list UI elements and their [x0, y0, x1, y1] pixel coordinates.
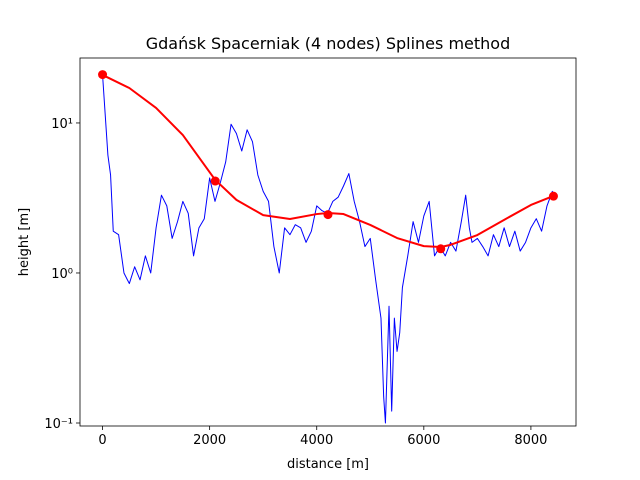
- x-tick-label: 0: [98, 433, 106, 448]
- node-marker: [548, 191, 558, 201]
- node-marker: [98, 70, 108, 80]
- node-marker: [323, 210, 333, 220]
- x-tick-label: 2000: [193, 433, 226, 448]
- y-axis-label: height [m]: [17, 208, 32, 276]
- y-tick-label: 10⁻¹: [44, 417, 73, 432]
- axes-frame: [79, 57, 577, 427]
- x-axis-label: distance [m]: [287, 457, 369, 472]
- x-tick-label: 6000: [407, 433, 440, 448]
- node-marker: [210, 176, 220, 186]
- y-tick-label: 10⁰: [51, 267, 73, 282]
- data-line: [102, 74, 554, 424]
- data-line: [102, 74, 554, 248]
- chart-title: Gdańsk Spacerniak (4 nodes) Splines meth…: [146, 34, 510, 53]
- plot-area: [98, 70, 558, 424]
- y-tick-label: 10¹: [51, 117, 73, 132]
- x-tick-label: 4000: [300, 433, 333, 448]
- node-marker: [436, 244, 446, 254]
- x-tick-label: 8000: [514, 433, 547, 448]
